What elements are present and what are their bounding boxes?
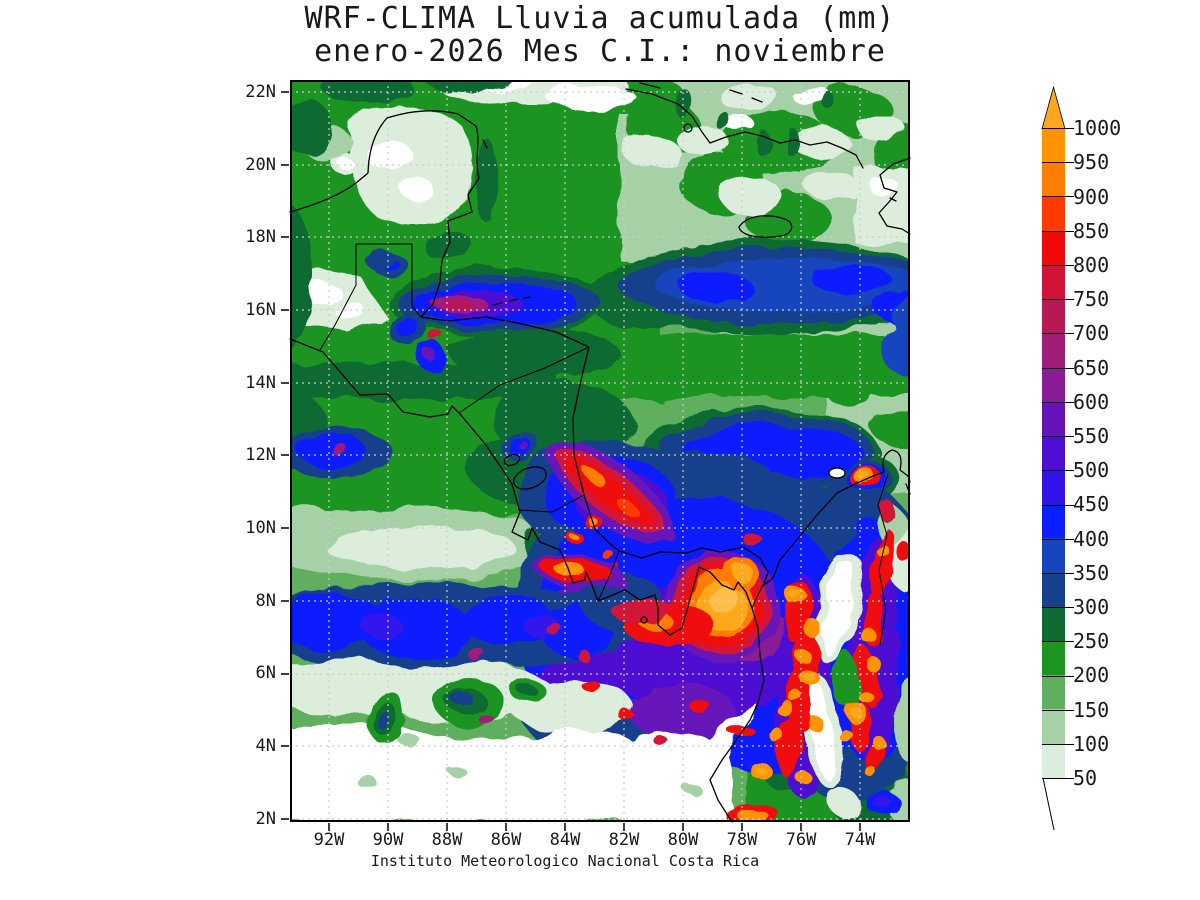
colorbar-segment [1042, 333, 1065, 368]
colorbar-label: 300 [1073, 595, 1110, 619]
colorbar-label: 650 [1073, 356, 1110, 380]
colorbar-segment [1042, 230, 1065, 265]
colorbar-segment [1042, 538, 1065, 573]
map-frame [281, 80, 910, 831]
colorbar-segment [1042, 299, 1065, 334]
colorbar-segment [1042, 367, 1065, 402]
colorbar-segment [1042, 572, 1065, 607]
colorbar-label: 400 [1073, 527, 1110, 551]
colorbar-segment [1042, 435, 1065, 471]
lat-label: 6N [255, 663, 276, 683]
colorbar-segment [1042, 264, 1065, 300]
lon-label: 90W [372, 830, 404, 850]
precip-field [290, 80, 910, 822]
colorbar-label: 750 [1073, 287, 1110, 311]
colorbar-segment [1042, 641, 1065, 676]
colorbar-label: 450 [1073, 492, 1110, 516]
colorbar-label: 550 [1073, 424, 1110, 448]
colorbar-segment [1042, 675, 1065, 710]
lat-label: 18N [245, 227, 276, 247]
colorbar-label: 600 [1073, 390, 1110, 414]
lat-label: 4N [255, 736, 276, 756]
lon-label: 84W [549, 830, 581, 850]
colorbar-segment [1042, 743, 1065, 778]
colorbar-label: 1000 [1073, 116, 1122, 140]
page-subtitle: enero-2026 Mes C.I.: noviembre [314, 34, 886, 69]
colorbar-segment [1042, 162, 1065, 197]
colorbar-segment [1042, 606, 1065, 642]
colorbar-segment [1042, 504, 1065, 539]
lat-label: 16N [245, 300, 276, 320]
colorbar-label: 50 [1073, 766, 1098, 790]
footer-institution-label: Instituto Meteorologico Nacional Costa R… [370, 852, 760, 870]
colorbar-overflow-arrow [1041, 86, 1066, 130]
colorbar-segment [1042, 196, 1065, 231]
colorbar-label: 700 [1073, 321, 1110, 345]
colorbar-segment [1042, 401, 1065, 436]
colorbar-label: 800 [1073, 253, 1110, 277]
lon-label: 82W [608, 830, 640, 850]
lat-label: 2N [255, 809, 276, 829]
colorbar-segment [1042, 128, 1065, 163]
lon-label: 88W [431, 830, 463, 850]
precip-map [281, 80, 911, 831]
coastlines [289, 82, 911, 823]
lat-label: 22N [245, 82, 276, 102]
colorbar-label: 350 [1073, 561, 1110, 585]
colorbar-label: 900 [1073, 185, 1110, 209]
colorbar-segment [1042, 470, 1065, 505]
lon-label: 76W [785, 830, 817, 850]
lat-label: 12N [245, 445, 276, 465]
colorbar-label: 200 [1073, 663, 1110, 687]
colorbar-below-min-tail [1042, 777, 1055, 831]
page-title: WRF-CLIMA Lluvia acumulada (mm) [304, 1, 896, 36]
lon-label: 80W [667, 830, 699, 850]
lat-label: 10N [245, 518, 276, 538]
country-borders [319, 243, 889, 646]
colorbar-label: 100 [1073, 732, 1110, 756]
colorbar-label: 150 [1073, 698, 1110, 722]
colorbar-label: 250 [1073, 629, 1110, 653]
lon-label: 86W [490, 830, 522, 850]
lon-label: 74W [844, 830, 876, 850]
lat-label: 8N [255, 591, 276, 611]
colorbar-label: 950 [1073, 150, 1110, 174]
lon-label: 92W [313, 830, 345, 850]
lat-label: 14N [245, 373, 276, 393]
colorbar-label: 500 [1073, 458, 1110, 482]
graticule-gridlines [290, 80, 910, 822]
colorbar [1042, 128, 1065, 778]
map-plot-area [281, 80, 911, 831]
colorbar-label: 850 [1073, 219, 1110, 243]
lon-label: 78W [726, 830, 758, 850]
colorbar-segment [1042, 709, 1065, 744]
lat-label: 20N [245, 155, 276, 175]
